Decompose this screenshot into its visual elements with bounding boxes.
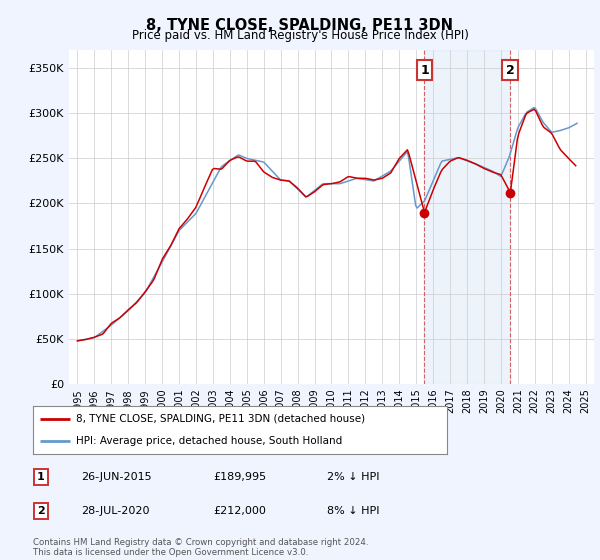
Text: Contains HM Land Registry data © Crown copyright and database right 2024.
This d: Contains HM Land Registry data © Crown c…: [33, 538, 368, 557]
Bar: [424, 50, 511, 384]
Text: 1: 1: [37, 472, 44, 482]
Text: HPI: Average price, detached house, South Holland: HPI: Average price, detached house, Sout…: [76, 436, 343, 446]
Text: £189,995: £189,995: [213, 472, 266, 482]
Text: 2: 2: [37, 506, 44, 516]
Text: £212,000: £212,000: [213, 506, 266, 516]
Text: 8% ↓ HPI: 8% ↓ HPI: [327, 506, 380, 516]
Text: 8, TYNE CLOSE, SPALDING, PE11 3DN (detached house): 8, TYNE CLOSE, SPALDING, PE11 3DN (detac…: [76, 414, 365, 424]
Text: Price paid vs. HM Land Registry's House Price Index (HPI): Price paid vs. HM Land Registry's House …: [131, 29, 469, 42]
Text: 28-JUL-2020: 28-JUL-2020: [81, 506, 149, 516]
Text: 26-JUN-2015: 26-JUN-2015: [81, 472, 152, 482]
Text: 2% ↓ HPI: 2% ↓ HPI: [327, 472, 380, 482]
Text: 8, TYNE CLOSE, SPALDING, PE11 3DN: 8, TYNE CLOSE, SPALDING, PE11 3DN: [146, 18, 454, 33]
Text: 2: 2: [506, 64, 515, 77]
Text: 1: 1: [420, 64, 429, 77]
